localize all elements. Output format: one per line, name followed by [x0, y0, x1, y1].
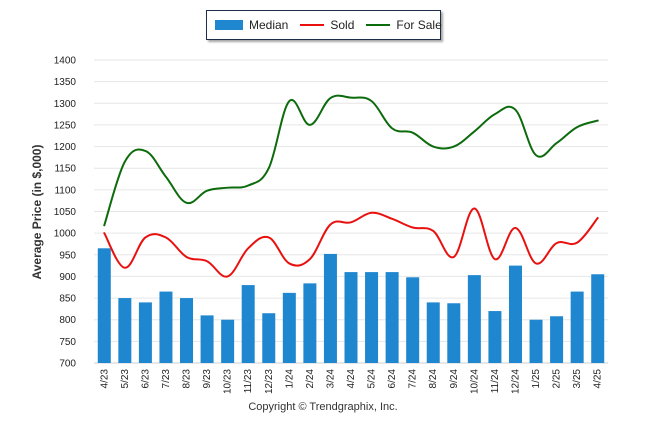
x-tick-label: 4/24 — [346, 369, 357, 389]
x-tick-label: 8/24 — [428, 369, 439, 389]
y-tick-label: 1100 — [54, 185, 76, 196]
median-bar — [488, 311, 502, 363]
y-tick-label: 1200 — [54, 142, 77, 153]
legend: Median Sold For Sale — [206, 10, 442, 40]
y-tick-label: 1250 — [54, 120, 77, 131]
x-tick-label: 12/24 — [510, 369, 521, 394]
y-tick-label: 700 — [59, 359, 76, 370]
median-bar — [550, 316, 564, 363]
median-bar — [508, 265, 522, 363]
x-tick-label: 6/24 — [387, 369, 398, 389]
y-tick-label: 800 — [59, 315, 76, 326]
y-tick-label: 1000 — [54, 229, 77, 240]
x-tick-label: 4/25 — [593, 369, 604, 389]
y-tick-label: 750 — [59, 337, 76, 348]
median-bar — [241, 285, 255, 363]
legend-item-sold[interactable]: Sold — [300, 18, 354, 32]
x-tick-label: 5/23 — [120, 369, 131, 389]
x-tick-label: 7/24 — [408, 369, 419, 389]
median-bar — [344, 272, 358, 363]
median-bar — [97, 248, 111, 363]
sold-line — [103, 207, 599, 278]
x-tick-label: 8/23 — [182, 369, 193, 389]
median-bar — [406, 277, 420, 363]
median-bar — [138, 302, 152, 363]
median-bar — [323, 253, 337, 363]
median-bar — [570, 291, 584, 363]
y-tick-label: 950 — [59, 250, 76, 261]
x-tick-label: 5/24 — [367, 369, 378, 389]
median-bar — [282, 292, 296, 363]
x-tick-label: 2/24 — [305, 369, 316, 389]
x-tick-label: 4/23 — [99, 369, 110, 389]
x-tick-label: 12/23 — [264, 369, 275, 394]
median-bar — [426, 302, 440, 363]
median-bar — [447, 303, 461, 363]
price-lines — [103, 94, 599, 278]
legend-label-for-sale: For Sale — [396, 18, 442, 32]
median-bar — [200, 315, 214, 363]
median-bar — [118, 298, 132, 363]
median-bar — [385, 272, 399, 363]
y-tick-label: 1400 — [54, 56, 77, 67]
copyright-text: Copyright © Trendgraphix, Inc. — [248, 401, 398, 413]
x-tick-label: 7/23 — [161, 369, 172, 389]
median-bar — [467, 275, 481, 363]
x-tick-label: 9/23 — [202, 369, 213, 389]
y-tick-label: 1150 — [54, 164, 76, 175]
for-sale-line — [103, 94, 599, 227]
median-bar — [221, 319, 235, 363]
y-tick-label: 1050 — [54, 207, 77, 218]
x-tick-label: 1/25 — [531, 369, 542, 389]
y-tick-label: 1350 — [54, 77, 77, 88]
x-tick-label: 10/23 — [223, 369, 234, 394]
x-tick-label: 3/24 — [325, 369, 336, 389]
median-bar — [365, 272, 379, 363]
y-tick-label: 1300 — [54, 99, 77, 110]
y-tick-labels: 700 750 800 850 900 950 1000 1050 1100 1150 1200 12… — [54, 56, 77, 370]
sold-swatch — [300, 24, 325, 26]
median-bar — [159, 291, 173, 363]
legend-label-sold: Sold — [330, 18, 355, 32]
median-bar — [529, 319, 543, 363]
median-bars — [97, 248, 605, 363]
median-bar — [180, 298, 194, 363]
x-tick-label: 1/24 — [284, 369, 295, 389]
median-bar — [591, 274, 605, 363]
legend-item-for-sale[interactable]: For Sale — [366, 18, 442, 32]
y-tick-label: 850 — [59, 294, 76, 305]
median-bar — [262, 313, 276, 363]
x-tick-label: 11/23 — [243, 369, 254, 394]
y-axis-label: Average Price (in $,000) — [30, 145, 44, 280]
x-tick-label: 10/24 — [469, 369, 480, 394]
for-sale-swatch — [366, 24, 391, 26]
x-tick-label: 2/25 — [552, 369, 563, 389]
x-tick-label: 11/24 — [490, 369, 501, 394]
y-tick-label: 900 — [59, 272, 76, 283]
x-tick-label: 9/24 — [449, 369, 460, 389]
x-tick-label: 6/23 — [140, 369, 151, 389]
median-swatch — [215, 20, 243, 30]
x-tick-labels: 4/23 5/23 6/23 7/23 8/23 9/23 10/23 11/23 12/23 1… — [99, 369, 603, 394]
legend-label-median: Median — [249, 18, 289, 32]
x-tick-label: 3/25 — [572, 369, 583, 389]
median-bar — [303, 283, 317, 363]
legend-item-median[interactable]: Median — [215, 18, 288, 32]
